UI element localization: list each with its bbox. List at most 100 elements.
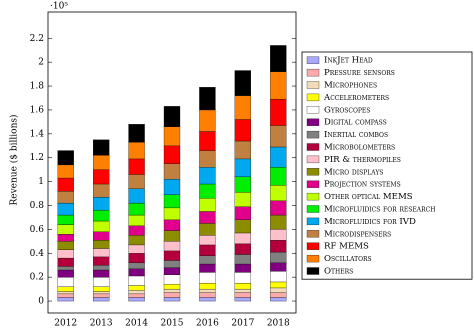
bar-segment (199, 272, 216, 284)
bar-segment (270, 297, 287, 302)
bar-segment (128, 158, 145, 175)
bar-segment (199, 282, 216, 290)
bar-segment (163, 126, 181, 146)
bar-segment (92, 277, 110, 287)
bar-segment (199, 255, 216, 265)
bar-segment (57, 214, 74, 225)
bar-segment (163, 297, 181, 302)
bar-segment (199, 235, 216, 246)
legend-label: Others (324, 267, 353, 277)
bar-segment (199, 87, 216, 111)
legend-swatch (306, 267, 320, 275)
bar-segment (128, 285, 145, 291)
bar-segment (199, 198, 216, 212)
bar-segment (92, 269, 110, 278)
bar-segment (270, 229, 287, 241)
bar-segment (270, 167, 287, 186)
bar-segment (128, 124, 145, 143)
bar-segment (92, 169, 110, 185)
bar-segment (234, 70, 252, 96)
bar-segment (92, 248, 110, 258)
bar-segment (234, 292, 252, 298)
bar-segment (270, 262, 287, 272)
bar-segment (270, 99, 287, 126)
legend-swatch (306, 118, 320, 126)
bar-segment (128, 262, 145, 269)
bar-segment (199, 297, 216, 302)
legend-label: Other optical MEMS (324, 192, 413, 202)
bar-segment (270, 287, 287, 293)
bar-segment (57, 286, 74, 292)
bar-segment (92, 293, 110, 298)
bar-segment (163, 260, 181, 268)
legend-label: PIR & thermopiles (324, 155, 401, 165)
bar-segment (163, 250, 181, 261)
x-tick-label: 2016 (196, 319, 219, 329)
bar-segment (199, 167, 216, 185)
bar-segment (234, 254, 252, 265)
bar-segment (270, 251, 287, 263)
legend-swatch (306, 130, 320, 139)
y-tick-label: 0.2 (30, 273, 44, 283)
bar-segment (199, 150, 216, 168)
bar-segment (199, 292, 216, 298)
legend-label: Microfluidics for IVD (324, 217, 416, 227)
bar-segment (234, 243, 252, 255)
bar-segment (57, 277, 74, 287)
bar-segment (128, 275, 145, 286)
bar-segment (57, 291, 74, 295)
bar-segment (270, 146, 287, 168)
y-tick-label: 1.4 (30, 129, 45, 139)
bar-segment (234, 288, 252, 293)
legend-swatch (306, 168, 320, 176)
bar-segment (128, 290, 145, 295)
bar-segment (163, 207, 181, 220)
legend-label: Projection systems (324, 180, 401, 190)
legend-swatch (306, 56, 320, 64)
bar-segment (234, 158, 252, 177)
bar-segment (163, 230, 181, 242)
bar-segment (234, 95, 252, 120)
bar-segment (234, 219, 252, 234)
bar-segment (57, 249, 74, 259)
plot-frame (47, 11, 297, 314)
bar-segment (92, 239, 110, 249)
bar-segment (57, 234, 74, 242)
bar-segment (163, 288, 181, 293)
y-tick-label: 0.4 (30, 249, 45, 259)
bar-segment (234, 282, 252, 290)
bar-segment (92, 139, 110, 156)
x-tick-label: 2014 (125, 319, 148, 329)
bar-segment (234, 232, 252, 244)
bar-segment (234, 140, 252, 160)
y-tick-label: 1.2 (30, 153, 44, 163)
bar-segment (92, 286, 110, 292)
bar-segment (163, 163, 181, 180)
bar-segment (128, 174, 145, 189)
x-tick-label: 2015 (161, 319, 184, 329)
bar-segment (128, 244, 145, 254)
bar-segment (270, 185, 287, 201)
bar-segment (199, 131, 216, 151)
bar-segment (92, 256, 110, 266)
y-tick-label: 1 (38, 177, 44, 187)
bar-segment (92, 183, 110, 198)
legend-label: InkJet Head (324, 56, 373, 66)
y-axis-label: Revenue ($ billions) (9, 114, 20, 205)
legend-swatch (306, 68, 320, 77)
legend-label: Inertial combos (324, 130, 388, 140)
bar-segment (270, 292, 287, 298)
legend-swatch (306, 81, 320, 89)
bar-segment (92, 196, 110, 211)
bar-segment (57, 191, 74, 204)
bar-segment (163, 284, 181, 290)
bar-segment (57, 257, 74, 267)
bar-segment (128, 268, 145, 277)
bar-segment (57, 224, 74, 235)
bar-segment (57, 297, 74, 302)
legend-label: Micro displays (324, 167, 383, 177)
bar-segment (270, 281, 287, 289)
bar-segment (199, 244, 216, 256)
legend-label: Gyroscopes (324, 105, 370, 115)
legend-label: Microbolometers (324, 143, 395, 153)
